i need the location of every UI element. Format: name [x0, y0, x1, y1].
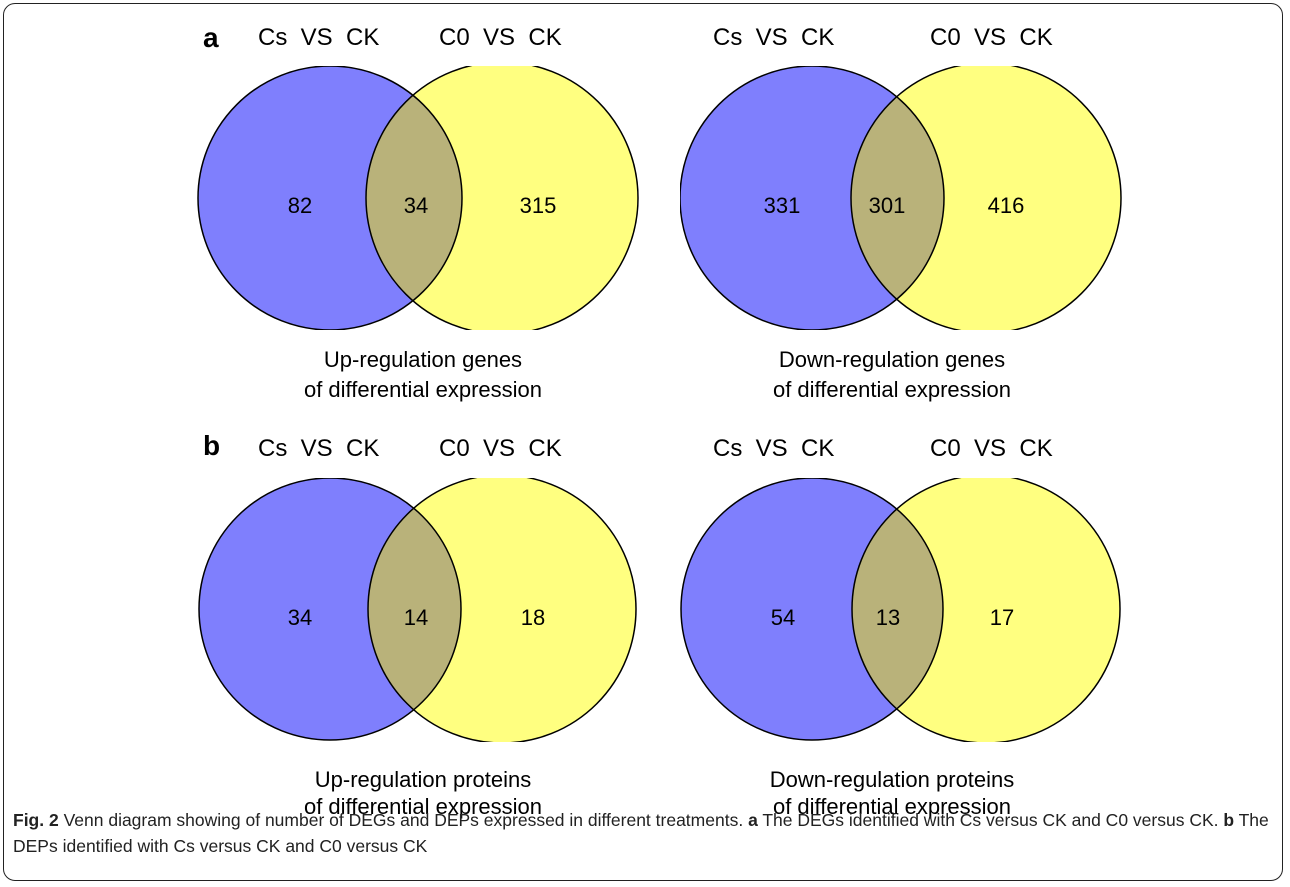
figure-frame	[3, 3, 1283, 881]
diagram-caption-line1: Up-regulation proteins	[314, 767, 532, 792]
count-only-b: 17	[990, 605, 1014, 630]
venn-diagram-down-proteins: 54 13 17	[680, 478, 1121, 742]
set-b-label: C0 VS CK	[930, 435, 1053, 462]
venn-overlap-region	[366, 66, 462, 330]
set-a-label: Cs VS CK	[258, 435, 380, 462]
venn-overlap-region	[851, 66, 944, 330]
count-only-a: 54	[771, 605, 795, 630]
count-overlap: 13	[876, 605, 900, 630]
caption-panel-a-text: The DEGs identified with Cs versus CK an…	[757, 810, 1224, 830]
panel-letter-a: a	[203, 22, 219, 53]
count-only-b: 315	[520, 193, 557, 218]
set-a-label: Cs VS CK	[713, 24, 835, 51]
count-overlap: 301	[869, 193, 906, 218]
venn-diagram-up-proteins: 34 14 18	[198, 478, 637, 742]
venn-overlap-region	[368, 478, 461, 740]
venn-diagram-down-genes: 331 301 416	[680, 66, 1122, 330]
panel-letter-b: b	[203, 430, 221, 461]
count-only-b: 18	[521, 605, 545, 630]
caption-panel-a-label: a	[748, 810, 758, 830]
diagram-caption-line1: Down-regulation proteins	[769, 767, 1015, 792]
set-a-label: Cs VS CK	[258, 24, 380, 51]
figure-caption: Fig. 2 Venn diagram showing of number of…	[13, 807, 1273, 859]
set-b-label: C0 VS CK	[930, 24, 1053, 51]
caption-main-text: Venn diagram showing of number of DEGs a…	[58, 810, 749, 830]
diagram-caption-line1: Up-regulation genes	[323, 347, 523, 372]
diagram-caption-line1: Down-regulation genes	[778, 347, 1006, 372]
set-b-label: C0 VS CK	[439, 24, 562, 51]
set-b-label: C0 VS CK	[439, 435, 562, 462]
count-overlap: 34	[404, 193, 428, 218]
count-overlap: 14	[404, 605, 428, 630]
count-only-b: 416	[988, 193, 1025, 218]
count-only-a: 331	[764, 193, 801, 218]
count-only-a: 82	[288, 193, 312, 218]
diagram-caption-line2: of differential expression	[303, 794, 543, 819]
venn-diagram-up-genes: 82 34 315	[197, 66, 639, 330]
diagram-caption-line2: of differential expression	[772, 377, 1012, 402]
count-only-a: 34	[288, 605, 312, 630]
caption-panel-b-text: The DEPs identified with Cs versus CK an…	[13, 810, 1269, 856]
set-a-label: Cs VS CK	[713, 435, 835, 462]
caption-panel-b-label: b	[1223, 810, 1235, 830]
venn-overlap-region	[852, 478, 943, 740]
figure-number: Fig. 2	[13, 810, 59, 830]
diagram-caption-line2: of differential expression	[772, 794, 1012, 819]
diagram-caption-line2: of differential expression	[303, 377, 543, 402]
